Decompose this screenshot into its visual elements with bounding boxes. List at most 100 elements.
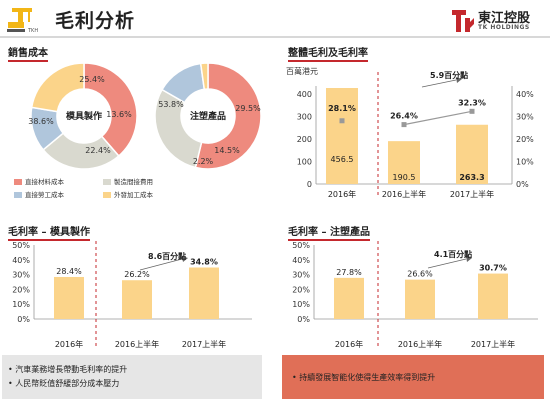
donut-charts: 模具製作 注塑產品 38.6% 25.4% 13.6% 22.4% 53.8% … [28, 62, 262, 170]
section-title-mold: 毛利率 – 模具製作 [8, 223, 90, 241]
margin-label: 32.3% [458, 98, 486, 107]
bar [122, 280, 152, 319]
donut-plastic-label-1: 29.5% [235, 104, 261, 113]
x-tick-label: 2016上半年 [398, 339, 442, 349]
donut-plastic-label-0: 53.8% [158, 100, 184, 109]
bar [456, 124, 488, 184]
margin-delta-annotation: 8.6百分點 [139, 251, 188, 271]
x-tick-label: 2017上半年 [182, 339, 226, 349]
donut-plastic-label-3: 2.2% [193, 157, 214, 166]
y-tick-label: 400 [297, 90, 312, 99]
svg-text:4.1百分點: 4.1百分點 [434, 249, 472, 259]
y-tick-label: 30% [12, 271, 30, 280]
bar-value-label: 34.8% [190, 257, 218, 266]
y-tick-label: 40% [12, 256, 30, 265]
note-item: • 汽車業務增長帶動毛利率的提升 [8, 365, 128, 374]
y-tick-label: 200 [297, 135, 312, 144]
legend-item-direct-material: 直接材料成本 [14, 176, 64, 186]
header-divider [0, 36, 550, 38]
note-item: • 人民幣貶值舒緩部分成本壓力 [8, 379, 120, 388]
legend-item-overhead: 製造間接費用 [103, 176, 153, 186]
donut-plastic [154, 62, 262, 170]
bar-value-label: 28.4% [56, 267, 82, 276]
y-tick-label: 50% [12, 241, 30, 250]
svg-text:TKH: TKH [27, 28, 38, 34]
bar [388, 141, 420, 184]
donut-slice [194, 62, 262, 170]
x-tick-label: 2017上半年 [450, 189, 494, 199]
y2-tick-label: 40% [516, 90, 534, 99]
mold-margin-chart: 0% 10% 20% 30% 40% 50% 28.4% 2016年 26.2% 2016上半年… [12, 241, 252, 349]
margin-label: 28.1% [328, 104, 356, 113]
y-tick-label: 0 [307, 180, 312, 189]
donut-mold [30, 62, 138, 170]
notes-panel-right: • 持續發展智能化使得生產效率得到提升 [282, 355, 544, 399]
bar-value-label: 456.5 [331, 155, 354, 164]
y2-tick-label: 0% [516, 180, 529, 189]
legend-swatch [103, 192, 111, 198]
brand-name-en: TK HOLDINGS [478, 24, 530, 31]
section-title-plastic: 毛利率 – 注塑產品 [288, 223, 370, 241]
margin-delta-annotation: 5.9百分點 [421, 70, 468, 88]
margin-marker [469, 108, 475, 114]
y-tick-label: 10% [12, 300, 30, 309]
x-tick-label: 2016上半年 [115, 339, 159, 349]
x-tick-label: 2016上半年 [382, 189, 426, 199]
notes-panel-left: • 汽車業務增長帶動毛利率的提升 • 人民幣貶值舒緩部分成本壓力 [2, 355, 262, 399]
bar-value-label: 26.6% [407, 270, 433, 279]
y2-tick-label: 30% [516, 113, 534, 122]
donut-slice [199, 62, 209, 91]
bar [189, 267, 219, 319]
donut-mold-center-label: 模具製作 [66, 110, 102, 122]
y-tick-label: 0% [297, 315, 310, 324]
bar [54, 276, 84, 319]
donut-plastic-label-2: 14.5% [214, 146, 240, 155]
margin-marker [339, 118, 345, 124]
note-item: • 持續發展智能化使得生產效率得到提升 [292, 373, 436, 382]
legend-swatch [14, 192, 22, 198]
y-tick-label: 50% [292, 241, 310, 250]
bar-value-label: 263.3 [459, 173, 484, 182]
y-tick-label: 10% [292, 300, 310, 309]
donut-slice [30, 62, 85, 113]
x-tick-label: 2016年 [55, 339, 83, 349]
donut-mold-label-1: 25.4% [79, 75, 105, 84]
y-tick-label: 0% [17, 315, 30, 324]
section-title-sales-cost: 銷售成本 [8, 44, 48, 62]
donut-slice [83, 62, 138, 158]
company-logo: TKH [6, 6, 42, 34]
y-tick-label: 300 [297, 113, 312, 122]
legend-item-direct-labor: 直接勞工成本 [14, 189, 64, 199]
brand-logo: 東江控股 TK HOLDINGS [452, 8, 544, 34]
y-tick-label: 20% [12, 285, 30, 294]
overall-gross-profit-chart: 百萬港元 0 100 200 300 400 0% 10% 20% 30% 40% 456.5 20… [286, 66, 534, 199]
x-tick-label: 2016年 [328, 189, 356, 199]
bar-value-label: 30.7% [479, 264, 507, 273]
y2-tick-label: 20% [516, 135, 534, 144]
margin-marker [401, 122, 407, 128]
page-title: 毛利分析 [55, 10, 136, 32]
y-tick-label: 40% [292, 256, 310, 265]
margin-label: 26.4% [390, 112, 418, 121]
brand-name-cn: 東江控股 [478, 11, 531, 26]
y-tick-label: 20% [292, 285, 310, 294]
donut-mold-label-2: 13.6% [106, 110, 132, 119]
donut-mold-label-0: 38.6% [28, 117, 54, 126]
section-title-overall: 整體毛利及毛利率 [288, 44, 368, 62]
bar [326, 88, 358, 184]
plastic-margin-chart: 0% 10% 20% 30% 40% 50% 27.8% 2016年 26.6% 2016上半年… [292, 241, 538, 349]
x-tick-label: 2016年 [335, 339, 363, 349]
bar [405, 279, 435, 319]
legend-swatch [14, 179, 22, 185]
donut-plastic-center-label: 注塑產品 [190, 110, 226, 122]
margin-delta-annotation: 4.1百分點 [427, 249, 472, 269]
legend-item-outsourcing: 外發加工成本 [103, 189, 153, 199]
svg-text:5.9百分點: 5.9百分點 [430, 70, 468, 80]
y-tick-label: 30% [292, 271, 310, 280]
bar [334, 277, 364, 319]
unit-label: 百萬港元 [286, 66, 318, 76]
bar [478, 273, 508, 319]
y2-tick-label: 10% [516, 158, 534, 167]
y-tick-label: 100 [297, 158, 312, 167]
legend-swatch [103, 179, 111, 185]
